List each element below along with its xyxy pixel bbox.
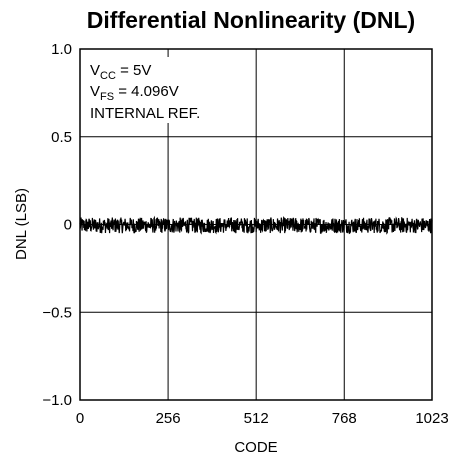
y-tick-label: −1.0 (42, 392, 72, 409)
y-axis-label: DNL (LSB) (13, 188, 30, 260)
chart-title: Differential Nonlinearity (DNL) (87, 7, 415, 33)
annotation-vfs: VFS = 4.096V (90, 83, 179, 103)
y-tick-label: −0.5 (42, 304, 72, 321)
x-tick-labels: 0 256 512 768 1023 (76, 410, 449, 427)
x-tick-label: 512 (244, 410, 269, 427)
y-tick-label: 1.0 (51, 41, 72, 58)
x-tick-label: 1023 (415, 410, 448, 427)
y-tick-label: 0 (64, 217, 72, 234)
annotation-ref: INTERNAL REF. (90, 105, 200, 122)
y-tick-labels: 1.0 0.5 0 −0.5 −1.0 (42, 41, 72, 409)
y-tick-label: 0.5 (51, 129, 72, 146)
x-axis-label: CODE (234, 439, 277, 456)
x-tick-label: 0 (76, 410, 84, 427)
annotation-vcc: VCC = 5V (90, 62, 151, 82)
dnl-series-line (79, 215, 433, 235)
x-tick-label: 768 (332, 410, 357, 427)
x-tick-label: 256 (156, 410, 181, 427)
data-layer (79, 215, 433, 235)
plot-frame (79, 48, 433, 401)
annotation-box (84, 57, 196, 123)
